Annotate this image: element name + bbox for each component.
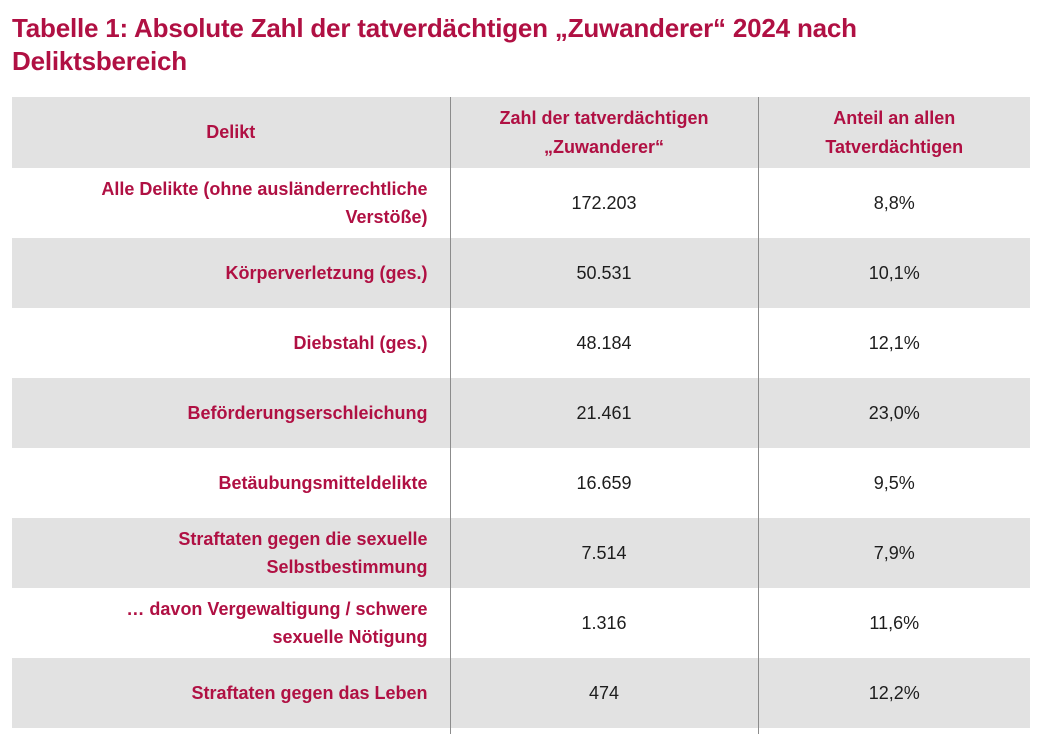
table-row: … davon vollendete Fälle (Mord/ Totschla… bbox=[12, 728, 1030, 734]
delikt-cell: Betäubungsmitteldelikte bbox=[12, 448, 451, 518]
table-row: Straftaten gegen die sexuelle Selbstbest… bbox=[12, 518, 1030, 588]
anteil-cell: 12,1% bbox=[758, 308, 1030, 378]
delikt-cell: Diebstahl (ges.) bbox=[12, 308, 451, 378]
zahl-cell: 1.316 bbox=[450, 588, 759, 658]
column-header-zahl: Zahl der tatverdächtigen „Zuwanderer“ bbox=[450, 97, 759, 168]
delikt-cell: … davon vollendete Fälle (Mord/ Totschla… bbox=[12, 728, 451, 734]
crime-statistics-table: Delikt Zahl der tatverdächtigen „Zuwande… bbox=[12, 97, 1030, 734]
delikt-cell: Straftaten gegen die sexuelle Selbstbest… bbox=[12, 518, 451, 588]
zahl-cell: 51 Fälle bbox=[450, 728, 759, 734]
anteil-cell: 9,0% bbox=[758, 728, 1030, 734]
table-title: Tabelle 1: Absolute Zahl der tatverdächt… bbox=[12, 13, 857, 76]
anteil-cell: 11,6% bbox=[758, 588, 1030, 658]
column-header-delikt: Delikt bbox=[12, 97, 451, 168]
zahl-cell: 474 bbox=[450, 658, 759, 728]
table-row: Alle Delikte (ohne ausländerrechtliche V… bbox=[12, 168, 1030, 238]
anteil-cell: 7,9% bbox=[758, 518, 1030, 588]
delikt-cell: Körperverletzung (ges.) bbox=[12, 238, 451, 308]
anteil-cell: 8,8% bbox=[758, 168, 1030, 238]
table-row: Straftaten gegen das Leben 474 12,2% bbox=[12, 658, 1030, 728]
zahl-cell: 21.461 bbox=[450, 378, 759, 448]
zahl-cell: 172.203 bbox=[450, 168, 759, 238]
delikt-cell: Alle Delikte (ohne ausländerrechtliche V… bbox=[12, 168, 451, 238]
table-row: Diebstahl (ges.) 48.184 12,1% bbox=[12, 308, 1030, 378]
anteil-cell: 10,1% bbox=[758, 238, 1030, 308]
delikt-cell: … davon Vergewaltigung / schwere sexuell… bbox=[12, 588, 451, 658]
delikt-cell: Straftaten gegen das Leben bbox=[12, 658, 451, 728]
table-row: Beförderungserschleichung 21.461 23,0% bbox=[12, 378, 1030, 448]
anteil-cell: 9,5% bbox=[758, 448, 1030, 518]
table-row: Körperverletzung (ges.) 50.531 10,1% bbox=[12, 238, 1030, 308]
zahl-cell: 7.514 bbox=[450, 518, 759, 588]
zahl-cell: 50.531 bbox=[450, 238, 759, 308]
anteil-cell: 12,2% bbox=[758, 658, 1030, 728]
zahl-cell: 48.184 bbox=[450, 308, 759, 378]
anteil-cell: 23,0% bbox=[758, 378, 1030, 448]
table-row: Betäubungsmitteldelikte 16.659 9,5% bbox=[12, 448, 1030, 518]
delikt-cell: Beförderungserschleichung bbox=[12, 378, 451, 448]
header-row: Delikt Zahl der tatverdächtigen „Zuwande… bbox=[12, 97, 1030, 168]
column-header-anteil: Anteil an allen Tatverdächtigen bbox=[758, 97, 1030, 168]
zahl-cell: 16.659 bbox=[450, 448, 759, 518]
table-row: … davon Vergewaltigung / schwere sexuell… bbox=[12, 588, 1030, 658]
